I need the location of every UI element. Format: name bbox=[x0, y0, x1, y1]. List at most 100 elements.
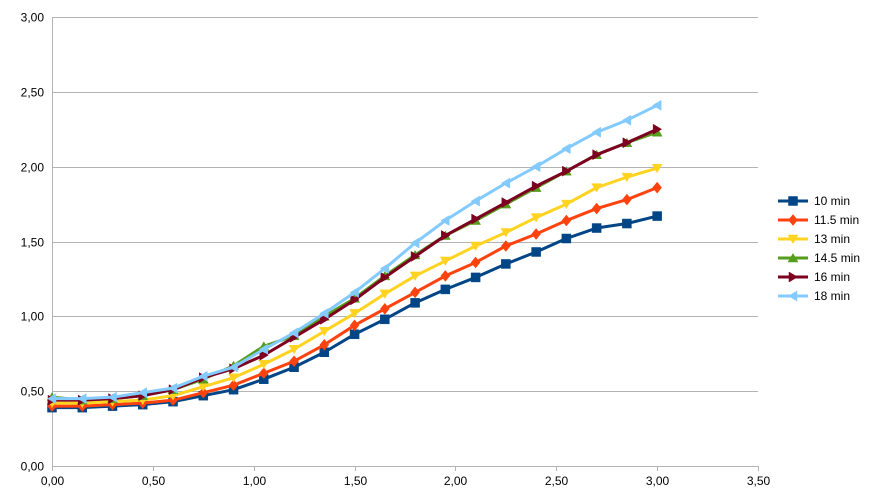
data-point bbox=[530, 213, 542, 223]
data-point bbox=[410, 237, 420, 249]
data-point bbox=[288, 345, 300, 355]
y-tick-label: 2,50 bbox=[21, 86, 45, 100]
data-point bbox=[471, 213, 481, 225]
data-point bbox=[289, 355, 299, 368]
legend-marker bbox=[788, 271, 798, 283]
data-point bbox=[500, 228, 512, 238]
x-tick-label: 1,50 bbox=[344, 474, 368, 488]
data-point bbox=[531, 228, 541, 240]
data-point bbox=[350, 294, 360, 306]
data-point bbox=[531, 247, 541, 257]
data-point bbox=[319, 338, 330, 351]
data-point bbox=[349, 309, 361, 319]
legend-label: 13 min bbox=[814, 232, 850, 246]
data-point bbox=[501, 259, 511, 269]
y-tick-label: 0,50 bbox=[21, 385, 45, 399]
legend-item: 11.5 min bbox=[778, 213, 859, 227]
legend-item: 16 min bbox=[778, 270, 850, 284]
series-4 bbox=[47, 123, 663, 406]
data-point bbox=[137, 387, 148, 399]
data-point bbox=[380, 271, 390, 283]
data-point bbox=[107, 391, 117, 403]
data-point bbox=[380, 314, 390, 325]
data-point bbox=[560, 199, 572, 210]
legend-item: 18 min bbox=[778, 289, 850, 303]
data-point bbox=[379, 263, 390, 274]
data-point bbox=[441, 230, 451, 241]
legend: 10 min 11.5 min 13 min 14.5 min 16 min 18 min bbox=[778, 194, 860, 303]
y-tick-label: 1,00 bbox=[21, 310, 45, 324]
data-point bbox=[198, 370, 208, 382]
data-point bbox=[289, 327, 299, 339]
legend-label: 18 min bbox=[814, 289, 850, 303]
data-point bbox=[379, 289, 391, 299]
data-point bbox=[561, 214, 572, 227]
data-point bbox=[409, 271, 421, 281]
data-point bbox=[561, 233, 572, 244]
x-tick-label: 2,50 bbox=[545, 474, 569, 488]
legend-label: 16 min bbox=[814, 270, 850, 284]
series-group bbox=[46, 99, 663, 413]
data-point bbox=[168, 382, 178, 394]
data-point bbox=[258, 367, 269, 380]
x-tick-label: 0,50 bbox=[142, 474, 166, 488]
data-point bbox=[258, 343, 269, 355]
data-point bbox=[440, 270, 451, 282]
y-tick-label: 3,00 bbox=[21, 11, 45, 25]
data-point bbox=[652, 181, 662, 194]
data-point bbox=[440, 284, 451, 295]
x-tick-label: 2,00 bbox=[444, 474, 468, 488]
legend-label: 14.5 min bbox=[814, 251, 860, 265]
data-point bbox=[501, 240, 511, 252]
y-tick-label: 2,00 bbox=[21, 161, 45, 175]
data-point bbox=[622, 137, 632, 149]
data-point bbox=[380, 302, 390, 315]
data-point bbox=[228, 373, 239, 383]
data-point bbox=[349, 286, 359, 298]
data-point bbox=[592, 149, 602, 161]
y-tick-label: 1,50 bbox=[21, 236, 45, 250]
data-point bbox=[439, 256, 451, 266]
data-point bbox=[501, 197, 511, 209]
legend-marker bbox=[788, 196, 798, 206]
data-point bbox=[319, 307, 329, 319]
data-point bbox=[470, 195, 480, 207]
data-point bbox=[531, 161, 541, 173]
data-point bbox=[470, 272, 481, 283]
data-point bbox=[318, 327, 330, 337]
data-point bbox=[349, 319, 360, 332]
data-point bbox=[198, 386, 209, 399]
data-point bbox=[651, 163, 663, 174]
data-point bbox=[622, 218, 632, 229]
axes: 0,00 0,50 1,00 1,50 2,00 2,50 3,00 0,00 0,50 1,00… bbox=[21, 11, 771, 489]
legend-marker bbox=[787, 234, 799, 244]
legend-marker bbox=[787, 253, 799, 263]
data-point bbox=[591, 126, 601, 138]
legend-label: 11.5 min bbox=[814, 213, 859, 227]
x-tick-label: 3,00 bbox=[646, 474, 670, 488]
data-point bbox=[621, 172, 633, 183]
data-point bbox=[500, 177, 511, 189]
data-point bbox=[591, 223, 602, 233]
data-point bbox=[440, 215, 450, 226]
data-point bbox=[470, 256, 481, 269]
data-point bbox=[652, 99, 662, 111]
legend-marker bbox=[788, 290, 798, 302]
data-point bbox=[531, 180, 542, 192]
legend-marker bbox=[788, 214, 798, 226]
series-2 bbox=[46, 163, 663, 409]
legend-item: 14.5 min bbox=[778, 251, 860, 265]
series-5 bbox=[47, 99, 662, 405]
data-point bbox=[561, 143, 571, 155]
legend-item: 13 min bbox=[778, 232, 850, 246]
data-point bbox=[259, 349, 269, 361]
x-tick-label: 1,00 bbox=[243, 474, 267, 488]
data-point bbox=[621, 114, 632, 126]
data-point bbox=[622, 193, 632, 206]
x-tick-label: 0,00 bbox=[41, 474, 65, 488]
legend-item: 10 min bbox=[778, 194, 850, 208]
data-point bbox=[562, 165, 572, 177]
data-point bbox=[410, 251, 421, 262]
